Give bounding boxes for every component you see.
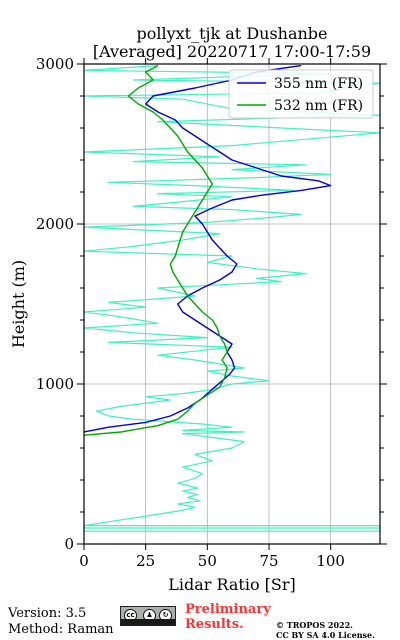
chart-subtitle: [Averaged] 20220717 17:00-17:59 xyxy=(93,42,371,61)
legend-label-355: 355 nm (FR) xyxy=(274,76,363,92)
plot-frame xyxy=(83,63,381,545)
y-tick-label: 2000 xyxy=(36,215,74,233)
preliminary-line2: Results. xyxy=(185,617,244,632)
version-label: Version: 3.5 xyxy=(8,606,87,621)
chart-title: pollyxt_tjk at Dushanbe xyxy=(136,24,327,43)
copyright-line2: CC BY SA 4.0 License. xyxy=(276,630,375,640)
copyright-line1: © TROPOS 2022. xyxy=(276,620,353,630)
y-tick-label: 3000 xyxy=(36,55,74,73)
x-tick-label: 0 xyxy=(79,552,89,570)
plot-area xyxy=(84,64,380,544)
series-line-lidar-ratio xyxy=(84,65,380,532)
x-tick-label: 75 xyxy=(259,552,278,570)
footer-info: Version: 3.5 Method: Raman xyxy=(8,606,123,638)
y-axis-title: Height (m) xyxy=(9,260,28,348)
series-line-532nm xyxy=(84,64,228,436)
legend-box xyxy=(228,69,374,119)
x-tick-label: 100 xyxy=(316,552,345,570)
y-tick-label: 1000 xyxy=(36,375,74,393)
series-group xyxy=(84,64,380,532)
x-axis-title: Lidar Ratio [Sr] xyxy=(168,575,296,594)
legend: 355 nm (FR) 532 nm (FR) xyxy=(228,69,374,119)
chart-svg: pollyxt_tjk at Dushanbe [Averaged] 20220… xyxy=(9,24,387,594)
preliminary-notice: Preliminary Results. xyxy=(185,602,275,632)
preliminary-line1: Preliminary xyxy=(185,602,271,617)
x-tick-label: 50 xyxy=(198,552,217,570)
copyright-notice: © TROPOS 2022. CC BY SA 4.0 License. xyxy=(276,620,400,640)
x-tick-label: 25 xyxy=(136,552,155,570)
legend-label-532: 532 nm (FR) xyxy=(274,98,363,114)
y-tick-label: 0 xyxy=(64,535,74,553)
method-label: Method: Raman xyxy=(8,622,114,637)
cc-badge-strip xyxy=(121,619,175,625)
cc-license-badge: cc ♟ ↻ xyxy=(120,606,176,626)
